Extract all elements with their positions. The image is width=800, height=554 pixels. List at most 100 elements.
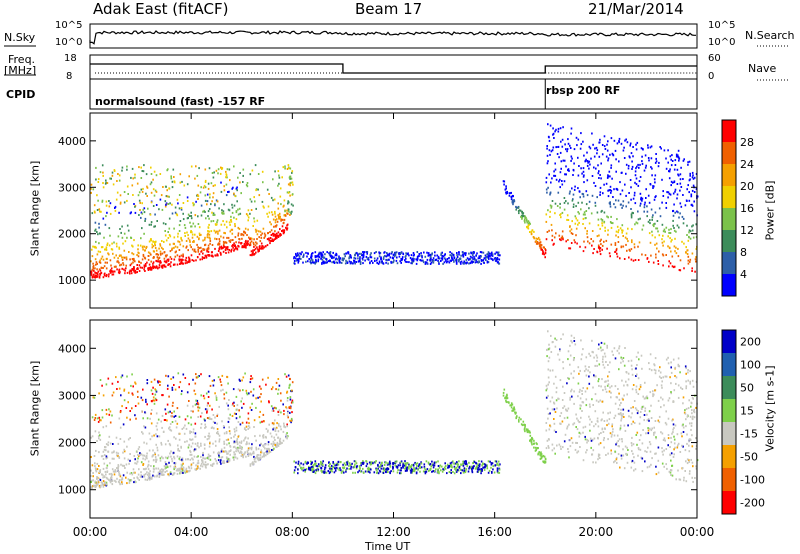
echo-point xyxy=(152,178,154,181)
echo-point xyxy=(97,250,100,253)
echo-point xyxy=(144,473,147,476)
echo-point xyxy=(374,260,376,262)
echo-point xyxy=(637,448,640,451)
echo-point xyxy=(247,437,249,440)
echo-point xyxy=(548,381,550,384)
echo-point xyxy=(277,422,280,425)
echo-point xyxy=(120,263,122,266)
echo-point xyxy=(118,456,121,459)
echo-point xyxy=(272,407,274,410)
echo-point xyxy=(596,235,599,238)
echo-point xyxy=(181,467,183,470)
echo-point xyxy=(98,276,101,279)
echo-point xyxy=(628,192,630,194)
echo-point xyxy=(134,211,137,214)
echo-point xyxy=(147,268,150,271)
echo-point xyxy=(112,470,115,473)
echo-point xyxy=(291,171,293,174)
echo-point xyxy=(206,417,209,419)
echo-point xyxy=(209,455,212,457)
echo-point xyxy=(268,193,270,195)
echo-point xyxy=(200,394,202,397)
echo-point xyxy=(348,467,350,470)
echo-point xyxy=(204,168,207,171)
echo-point xyxy=(215,169,218,172)
echo-point xyxy=(386,462,389,465)
echo-point xyxy=(154,241,156,244)
echo-point xyxy=(388,252,391,255)
echo-point xyxy=(542,250,544,253)
echo-point xyxy=(688,229,691,232)
echo-point xyxy=(260,247,263,250)
echo-point xyxy=(264,234,267,237)
echo-point xyxy=(629,156,631,159)
echo-point xyxy=(260,246,263,249)
echo-point xyxy=(105,413,108,416)
echo-point xyxy=(269,242,271,245)
echo-point xyxy=(264,235,266,238)
echo-point xyxy=(96,477,98,480)
echo-point xyxy=(601,244,604,247)
echo-point xyxy=(629,144,631,147)
echo-point xyxy=(471,260,473,263)
echo-point xyxy=(290,417,293,420)
echo-point xyxy=(588,167,590,170)
echo-point xyxy=(670,371,673,374)
echo-point xyxy=(157,260,160,263)
echo-point xyxy=(455,261,458,264)
echo-point xyxy=(290,177,293,180)
echo-point xyxy=(553,236,556,239)
echo-point xyxy=(677,247,679,250)
echo-point xyxy=(111,480,113,483)
echo-point xyxy=(516,206,518,209)
echo-point xyxy=(211,172,214,174)
echo-point xyxy=(96,462,99,465)
echo-point xyxy=(210,251,213,254)
echo-point xyxy=(228,168,231,171)
echo-point xyxy=(502,180,505,183)
echo-point xyxy=(633,243,636,246)
echo-point xyxy=(618,368,620,371)
echo-point xyxy=(94,267,96,270)
echo-point xyxy=(207,247,210,249)
echo-point xyxy=(184,262,187,265)
echo-point xyxy=(653,368,656,371)
echo-point xyxy=(157,258,160,261)
echo-point xyxy=(90,479,93,482)
echo-point xyxy=(180,254,183,257)
echo-point xyxy=(157,380,159,383)
echo-point xyxy=(486,261,489,264)
echo-point xyxy=(425,460,428,463)
echo-point xyxy=(136,460,139,463)
echo-point xyxy=(216,200,219,203)
echo-point xyxy=(134,269,137,272)
echo-point xyxy=(668,231,670,234)
echo-point xyxy=(122,242,124,245)
echo-point xyxy=(435,468,437,471)
echo-point xyxy=(277,231,280,234)
echo-point xyxy=(557,191,560,194)
echo-point xyxy=(645,188,647,191)
echo-point xyxy=(422,470,425,473)
echo-point xyxy=(206,411,208,414)
echo-point xyxy=(278,216,280,218)
echo-point xyxy=(99,210,101,213)
echo-point xyxy=(128,251,130,253)
echo-point xyxy=(462,253,464,256)
echo-point xyxy=(681,435,683,438)
echo-point xyxy=(184,235,186,237)
echo-point xyxy=(291,170,294,173)
echo-point xyxy=(639,217,641,220)
echo-point xyxy=(487,256,490,259)
echo-point xyxy=(119,475,122,478)
echo-point xyxy=(561,183,564,186)
echo-point xyxy=(314,251,317,254)
echo-point xyxy=(424,472,427,475)
echo-point xyxy=(286,425,288,428)
echo-point xyxy=(325,258,328,261)
echo-point xyxy=(302,256,304,258)
echo-point xyxy=(153,434,155,437)
echo-point xyxy=(219,172,222,175)
echo-point xyxy=(237,435,240,438)
